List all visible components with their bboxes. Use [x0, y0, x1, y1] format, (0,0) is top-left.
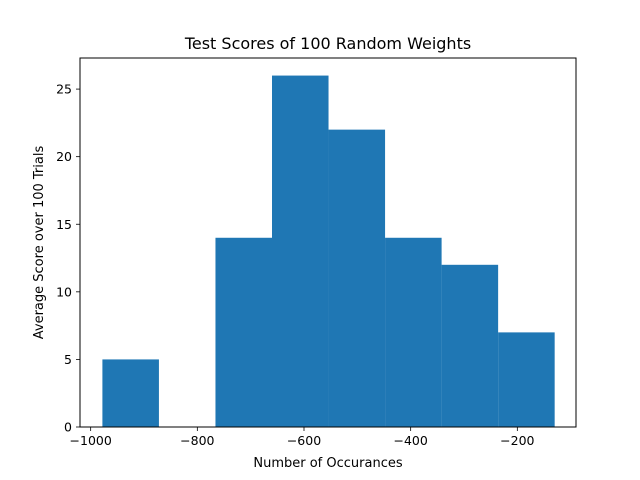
histogram-bar-2: [215, 237, 272, 427]
histogram-bar-4: [328, 129, 386, 427]
bars-group: [102, 75, 555, 428]
x-tick-label: −1000: [70, 433, 112, 448]
y-tick-label: 20: [56, 149, 72, 164]
x-axis-ticks: −1000 −800 −600 −400 −200: [70, 427, 535, 448]
plot-frame: [79, 57, 577, 428]
y-axis-label: Average Score over 100 Trials: [32, 146, 47, 340]
y-tick-label: 5: [64, 352, 72, 367]
x-tick-label: −600: [287, 433, 321, 448]
x-tick-label: −200: [500, 433, 534, 448]
chart-title: Test Scores of 100 Random Weights: [184, 34, 471, 53]
x-axis-label: Number of Occurances: [253, 456, 402, 471]
histogram-bar-5: [385, 237, 442, 427]
y-tick-label: 15: [56, 217, 72, 232]
y-axis-ticks: 0 5 10 15 20 25: [56, 82, 80, 435]
y-tick-label: 10: [56, 284, 72, 299]
x-tick-label: −400: [393, 433, 427, 448]
histogram-bar-3: [272, 75, 329, 428]
y-tick-label: 25: [56, 82, 72, 97]
histogram-bar-0: [102, 359, 159, 427]
histogram-bar-7: [498, 332, 555, 427]
y-tick-label: 0: [64, 420, 72, 435]
histogram-bar-6: [441, 264, 499, 427]
x-tick-label: −800: [180, 433, 214, 448]
